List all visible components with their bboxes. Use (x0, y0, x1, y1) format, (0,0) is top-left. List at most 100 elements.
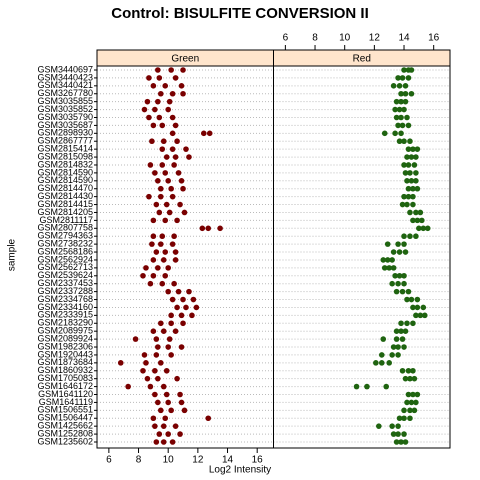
dot (398, 439, 404, 445)
y-tick-label: GSM1641119 (39, 397, 93, 407)
dot (392, 106, 398, 113)
y-tick-label: GSM1506447 (37, 413, 93, 423)
dot (414, 217, 421, 224)
dot (401, 138, 407, 145)
dot (171, 280, 177, 287)
dot (389, 423, 395, 429)
dot (165, 178, 171, 184)
dot (380, 257, 387, 263)
dot (159, 233, 166, 240)
dot (190, 296, 197, 303)
dot (165, 106, 171, 113)
dot (402, 439, 409, 445)
dot (177, 431, 183, 437)
dot (140, 272, 146, 279)
dot (160, 138, 167, 145)
dot (181, 209, 188, 216)
dot (155, 67, 161, 73)
dot (399, 201, 406, 208)
dot (410, 304, 416, 311)
dot (157, 90, 164, 97)
dot (395, 423, 401, 429)
dot (159, 280, 166, 287)
y-tick-label: GSM2814590 (37, 175, 93, 185)
dot (401, 162, 407, 168)
dot (407, 138, 413, 145)
dot (165, 344, 171, 350)
dot (401, 233, 407, 240)
dot (408, 178, 415, 184)
dot (404, 114, 410, 121)
x-tick-label: 14 (222, 455, 234, 466)
dot (150, 257, 157, 263)
dot (395, 280, 401, 287)
dot (389, 257, 395, 263)
dot (395, 431, 401, 437)
dot (169, 114, 176, 121)
dot (395, 241, 401, 247)
dot (405, 193, 412, 200)
dot (143, 360, 149, 366)
dot (150, 122, 157, 129)
dot (157, 185, 164, 192)
dot (419, 217, 425, 224)
dot (414, 185, 421, 192)
dot (165, 288, 171, 295)
dot (364, 383, 370, 390)
dot (174, 304, 180, 311)
x-tick-label: 6 (283, 33, 289, 44)
dot (157, 320, 164, 327)
dot (410, 320, 416, 327)
dot (153, 249, 160, 255)
dot (150, 415, 157, 422)
y-tick-label: GSM2814590 (37, 167, 93, 177)
dot (144, 375, 151, 382)
dot (390, 83, 397, 89)
dot (146, 114, 152, 121)
dot (404, 320, 410, 327)
dot (193, 304, 200, 311)
dot (393, 439, 400, 445)
dot (399, 75, 406, 81)
dot (421, 312, 428, 319)
dot (390, 249, 397, 255)
y-tick-label: GSM3440421 (37, 80, 93, 90)
dot (413, 170, 419, 176)
dot (159, 122, 166, 129)
dot (166, 98, 173, 105)
y-tick-label: GSM2089975 (37, 326, 93, 336)
x-tick-label: 8 (136, 455, 142, 466)
dot (206, 130, 213, 137)
y-tick-label: GSM2539624 (37, 270, 93, 280)
dot (401, 431, 407, 437)
dot (399, 288, 406, 295)
dot (150, 233, 157, 240)
dot (399, 336, 406, 342)
dot (159, 162, 166, 168)
dot (407, 415, 413, 422)
dot (396, 83, 403, 89)
y-tick-label: GSM1252808 (37, 428, 93, 438)
y-tick-label: GSM3440423 (37, 72, 93, 82)
dot (401, 344, 407, 350)
dot (405, 367, 412, 374)
dot (393, 98, 400, 105)
dot (174, 375, 180, 382)
dot (401, 106, 407, 113)
dot (174, 217, 180, 224)
dot (168, 312, 174, 319)
dot (160, 439, 167, 445)
y-tick-label: GSM2815098 (37, 151, 93, 161)
dot (160, 423, 167, 429)
dot (405, 391, 412, 398)
dot (141, 352, 148, 358)
dot (205, 225, 212, 232)
y-tick-label: GSM2334160 (37, 302, 93, 312)
dot (401, 67, 407, 73)
dot (413, 399, 419, 406)
dot (410, 146, 416, 152)
y-tick-label: GSM2183290 (37, 318, 93, 328)
dot (420, 225, 427, 232)
dot (411, 375, 418, 382)
dot (392, 130, 398, 137)
